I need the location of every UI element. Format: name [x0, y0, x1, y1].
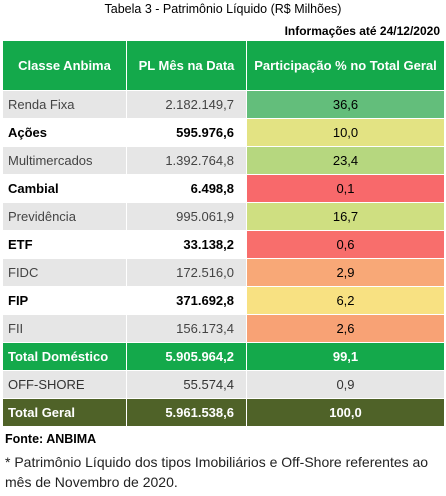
header-classe: Classe Anbima — [2, 40, 127, 91]
row-pl: 6.498,8 — [126, 174, 247, 203]
table-row: Ações 595.976,6 10,0 — [2, 118, 445, 147]
row-pl: 2.182.149,7 — [126, 90, 247, 119]
row-pl: 156.173,4 — [126, 314, 247, 343]
source-label: Fonte: ANBIMA — [5, 432, 97, 446]
row-pl: 172.516,0 — [126, 258, 247, 287]
header-pl: PL Mês na Data — [126, 40, 247, 91]
row-classe: FIDC — [2, 258, 127, 287]
row-classe: FIP — [2, 286, 127, 315]
row-pl: 595.976,6 — [126, 118, 247, 147]
total-domestico-pl: 5.905.964,2 — [126, 342, 247, 371]
row-classe: Multimercados — [2, 146, 127, 175]
table-row: Previdência 995.061,9 16,7 — [2, 202, 445, 231]
row-participacao: 0,1 — [246, 174, 445, 203]
offshore-pl: 55.574,4 — [126, 370, 247, 399]
row-classe: Renda Fixa — [2, 90, 127, 119]
row-participacao: 0,6 — [246, 230, 445, 259]
row-pl: 995.061,9 — [126, 202, 247, 231]
total-geral-row: Total Geral 5.961.538,6 100,0 — [2, 398, 445, 427]
row-classe: FII — [2, 314, 127, 343]
table-row: Multimercados 1.392.764,8 23,4 — [2, 146, 445, 175]
row-classe: Previdência — [2, 202, 127, 231]
total-domestico-label: Total Doméstico — [2, 342, 127, 371]
row-classe: Ações — [2, 118, 127, 147]
table-row: Cambial 6.498,8 0,1 — [2, 174, 445, 203]
offshore-row: OFF-SHORE 55.574,4 0,9 — [2, 370, 445, 399]
row-pl: 1.392.764,8 — [126, 146, 247, 175]
offshore-label: OFF-SHORE — [2, 370, 127, 399]
table-row: ETF 33.138,2 0,6 — [2, 230, 445, 259]
total-domestico-row: Total Doméstico 5.905.964,2 99,1 — [2, 342, 445, 371]
row-participacao: 36,6 — [246, 90, 445, 119]
row-pl: 33.138,2 — [126, 230, 247, 259]
pl-table: Classe Anbima PL Mês na Data Participaçã… — [2, 40, 445, 427]
row-participacao: 6,2 — [246, 286, 445, 315]
table-row: FII 156.173,4 2,6 — [2, 314, 445, 343]
table-title: Tabela 3 - Patrimônio Líquido (R$ Milhõe… — [104, 2, 342, 16]
table-row: FIDC 172.516,0 2,9 — [2, 258, 445, 287]
footnote: * Patrimônio Líquido dos tipos Imobiliár… — [5, 454, 429, 490]
row-participacao: 23,4 — [246, 146, 445, 175]
header-participacao: Participação % no Total Geral — [246, 40, 445, 91]
row-participacao: 2,6 — [246, 314, 445, 343]
row-pl: 371.692,8 — [126, 286, 247, 315]
row-classe: Cambial — [2, 174, 127, 203]
offshore-pct: 0,9 — [246, 370, 445, 399]
row-participacao: 10,0 — [246, 118, 445, 147]
total-geral-label: Total Geral — [2, 398, 127, 427]
table-row: Renda Fixa 2.182.149,7 36,6 — [2, 90, 445, 119]
table-row: FIP 371.692,8 6,2 — [2, 286, 445, 315]
row-participacao: 16,7 — [246, 202, 445, 231]
info-date: Informações até 24/12/2020 — [284, 24, 440, 38]
total-domestico-pct: 99,1 — [246, 342, 445, 371]
row-participacao: 2,9 — [246, 258, 445, 287]
header-row: Classe Anbima PL Mês na Data Participaçã… — [2, 40, 445, 91]
row-classe: ETF — [2, 230, 127, 259]
total-geral-pl: 5.961.538,6 — [126, 398, 247, 427]
total-geral-pct: 100,0 — [246, 398, 445, 427]
